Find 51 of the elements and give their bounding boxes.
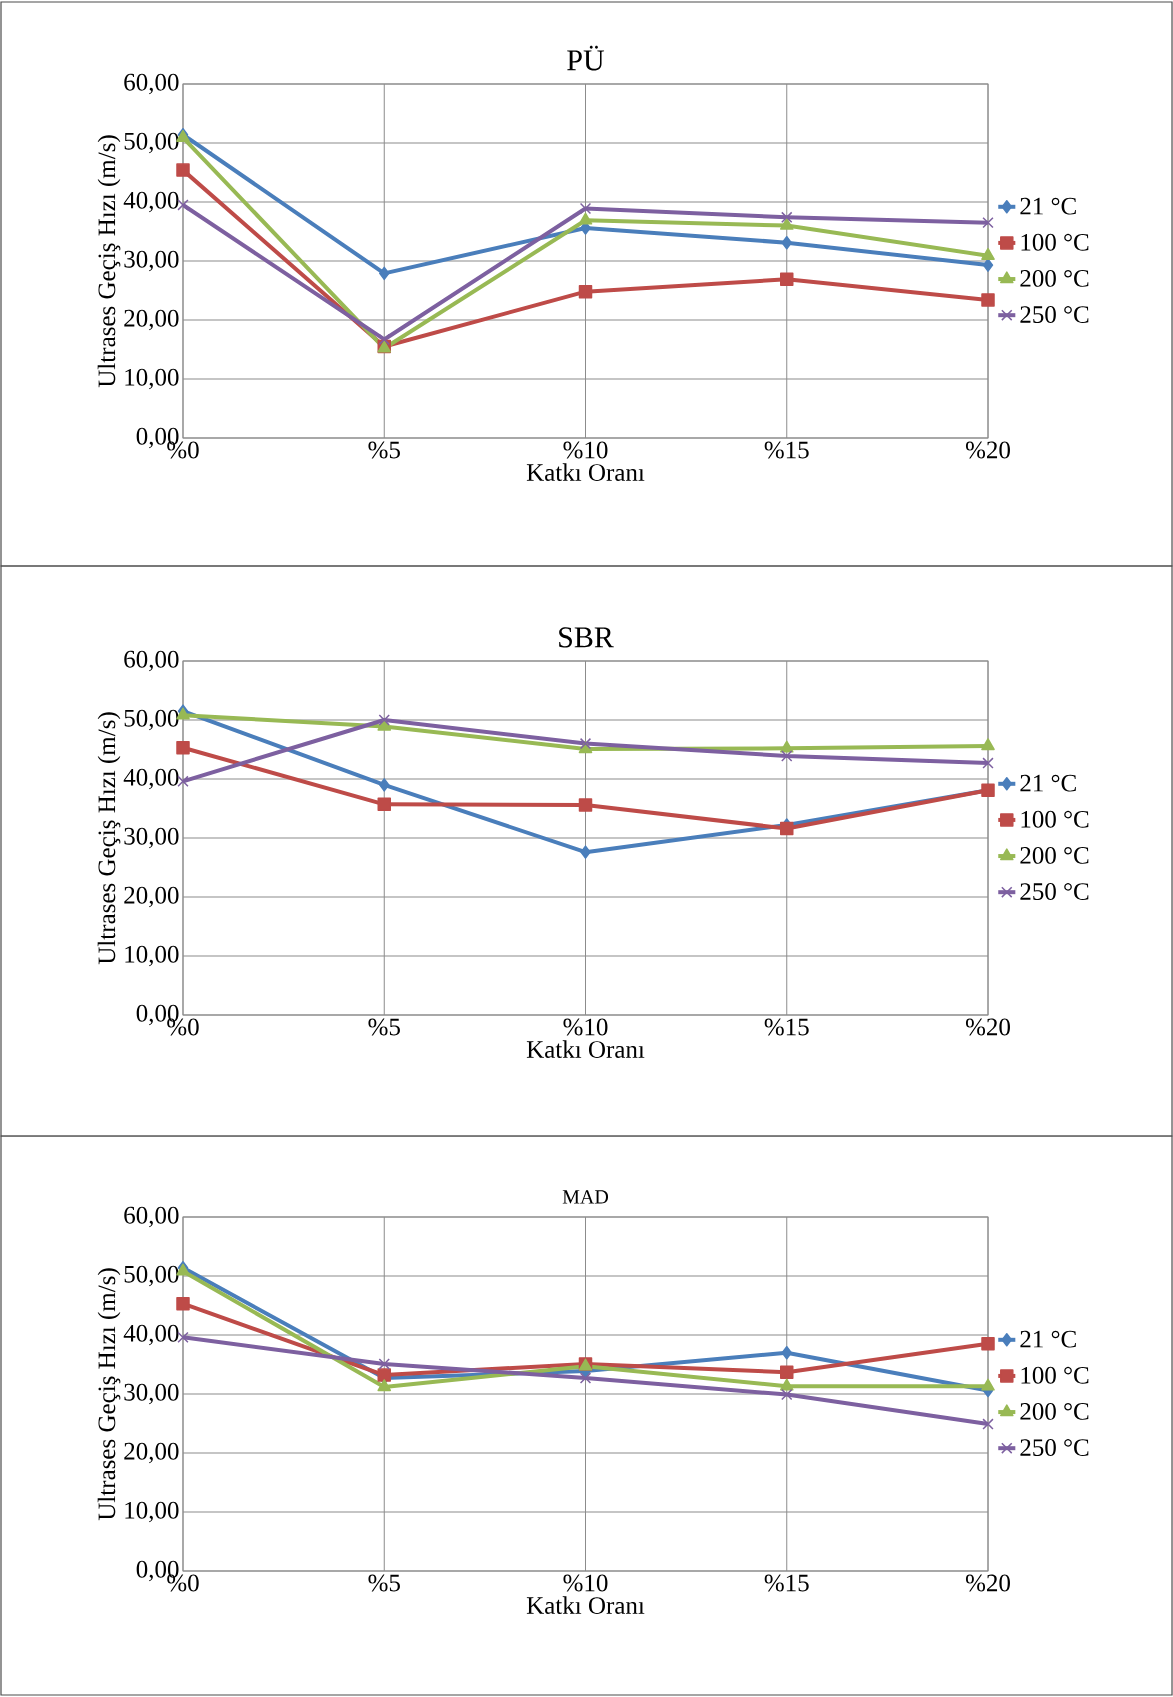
y-tick-label: 10,00 bbox=[125, 945, 179, 967]
legend-label: 200 °C bbox=[1020, 846, 1089, 864]
y-tick-label: 10,00 bbox=[125, 368, 179, 390]
y-tick-label: 20,00 bbox=[124, 309, 179, 331]
chart-title: PÜ bbox=[567, 45, 605, 71]
chart-title: SBR bbox=[559, 627, 614, 648]
y-axis-title: Ultrases Geçiş Hızı (m/s) bbox=[97, 135, 121, 388]
x-tick-label: %5 bbox=[368, 1574, 400, 1592]
y-tick-label: 50,00 bbox=[124, 132, 179, 154]
y-tick-label: 10,00 bbox=[125, 1501, 179, 1523]
y-axis-title: Ultrases Geçiş Hızı (m/s) bbox=[97, 1268, 121, 1521]
x-tick-label: %5 bbox=[368, 1018, 400, 1036]
x-tick-label: %15 bbox=[764, 441, 809, 459]
x-tick-label: %10 bbox=[563, 1574, 608, 1592]
legend-label: 21 °C bbox=[1020, 774, 1076, 792]
x-tick-label: %20 bbox=[965, 1018, 1010, 1036]
legend-label: 250 °C bbox=[1020, 306, 1089, 323]
y-tick-label: 50,00 bbox=[124, 1265, 179, 1287]
chart-title: MAD bbox=[562, 1190, 609, 1204]
legend-label: 21 °C bbox=[1020, 1330, 1076, 1348]
legend-label: 100 °C bbox=[1021, 810, 1089, 828]
legend-label: 250 °C bbox=[1020, 1439, 1089, 1456]
y-axis-title: Ultrases Geçiş Hızı (m/s) bbox=[97, 712, 121, 965]
y-tick-label: 60,00 bbox=[124, 1206, 179, 1228]
legend-label: 100 °C bbox=[1021, 1366, 1089, 1384]
y-tick-label: 60,00 bbox=[124, 650, 179, 672]
x-tick-label: %15 bbox=[764, 1574, 809, 1592]
legend-label: 21 °C bbox=[1020, 197, 1076, 215]
y-tick-label: 20,00 bbox=[124, 886, 179, 908]
y-tick-label: 40,00 bbox=[123, 191, 179, 213]
y-tick-label: 40,00 bbox=[123, 768, 179, 790]
legend-label: 250 °C bbox=[1020, 883, 1089, 900]
x-tick-label: %10 bbox=[563, 441, 608, 459]
x-axis-title: Katkı Oranı bbox=[526, 1040, 645, 1058]
legend-label: 200 °C bbox=[1020, 1403, 1089, 1420]
x-tick-label: %15 bbox=[764, 1018, 809, 1036]
y-tick-label: 30,00 bbox=[124, 827, 179, 849]
y-tick-label: 50,00 bbox=[124, 709, 179, 731]
x-tick-label: %20 bbox=[965, 1574, 1010, 1592]
y-tick-label: 20,00 bbox=[124, 1442, 179, 1464]
y-tick-label: 30,00 bbox=[124, 1383, 179, 1405]
y-tick-label: 60,00 bbox=[124, 73, 179, 95]
x-tick-label: %10 bbox=[563, 1018, 608, 1036]
legend-label: 100 °C bbox=[1021, 233, 1089, 251]
y-tick-label: 40,00 bbox=[123, 1324, 179, 1346]
x-tick-label: %5 bbox=[368, 441, 400, 459]
x-axis-title: Katkı Oranı bbox=[526, 1596, 645, 1614]
legend-label: 200 °C bbox=[1020, 269, 1089, 287]
y-tick-label: 30,00 bbox=[124, 250, 179, 272]
x-tick-label: %20 bbox=[965, 441, 1010, 459]
x-axis-title: Katkı Oranı bbox=[526, 463, 645, 481]
